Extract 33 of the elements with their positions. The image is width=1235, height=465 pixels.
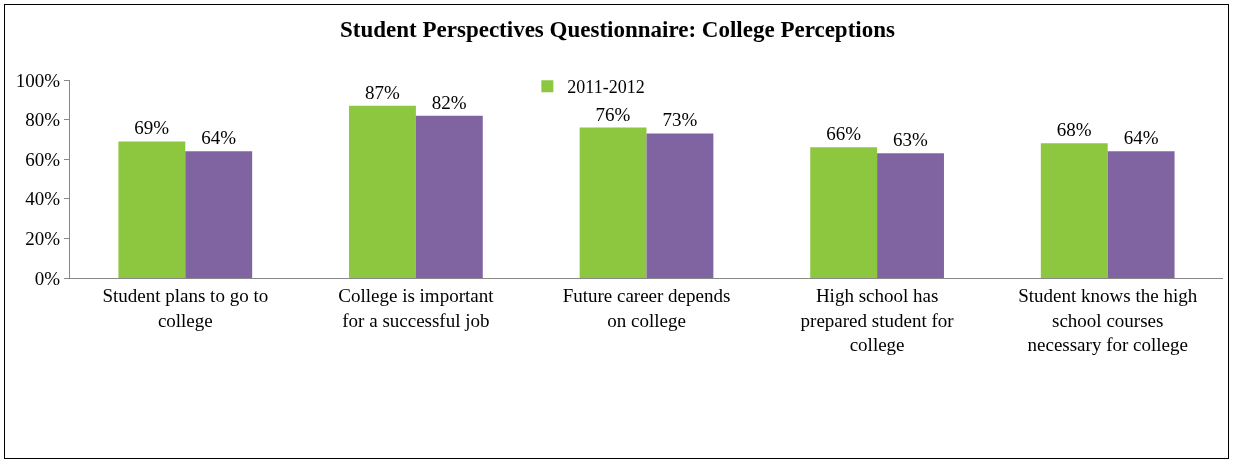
data-label: 64% xyxy=(1123,127,1159,149)
data-label: 66% xyxy=(826,123,862,145)
data-label: 63% xyxy=(893,129,929,151)
bar xyxy=(877,153,944,278)
bar xyxy=(1107,151,1175,278)
data-label: 68% xyxy=(1056,119,1092,141)
x-tick-label: High school has prepared student for college xyxy=(800,284,955,356)
bar xyxy=(1040,143,1108,278)
bar xyxy=(349,105,416,278)
x-tick-label: Student plans to go to college xyxy=(102,284,269,331)
y-tick-label: 0% xyxy=(34,267,61,289)
y-tick-label: 100% xyxy=(15,69,61,91)
bar xyxy=(646,133,714,278)
x-tick-label: College is important for a successful job xyxy=(338,284,495,331)
data-label: 76% xyxy=(595,103,631,125)
bar xyxy=(415,115,483,278)
x-tick-label: Future career depends on college xyxy=(562,284,731,331)
bar xyxy=(810,147,878,278)
legend-label: 2011-2012 xyxy=(567,77,645,98)
y-tick-label: 60% xyxy=(25,148,61,170)
bar xyxy=(579,127,647,278)
x-tick-label: Student knows the high school courses necessary for college xyxy=(1018,284,1198,356)
data-label: 87% xyxy=(364,81,400,103)
y-tick-label: 80% xyxy=(25,109,61,131)
data-label: 82% xyxy=(431,91,467,113)
bar xyxy=(118,141,186,278)
y-tick-label: 40% xyxy=(25,188,61,210)
data-label: 64% xyxy=(201,127,237,149)
bar xyxy=(185,151,253,278)
data-label: 73% xyxy=(662,109,698,131)
y-tick-label: 20% xyxy=(25,228,61,250)
data-label: 69% xyxy=(134,117,170,139)
chart-title: Student Perspectives Questionnaire: College Perceptions xyxy=(340,17,895,43)
